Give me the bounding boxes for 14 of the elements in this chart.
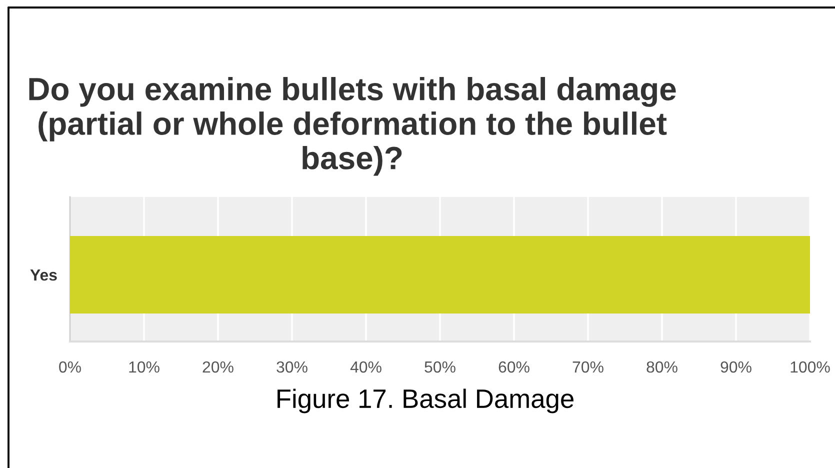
x-tick-label: 0%	[59, 361, 81, 373]
x-tick-label: 10%	[129, 361, 160, 373]
x-tick-label: 50%	[424, 361, 456, 373]
x-tick-label: 40%	[350, 361, 382, 373]
x-tick-label: 100%	[790, 361, 830, 373]
x-tick-label: 30%	[276, 361, 308, 373]
x-tick-label: 70%	[572, 361, 604, 373]
caption: Figure 17. Basal Damage	[278, 388, 574, 414]
x-tick-label: 60%	[498, 361, 530, 373]
x-tick-label: 90%	[720, 361, 752, 373]
x-tick-label: 20%	[202, 361, 234, 373]
x-tick-label: 80%	[646, 361, 678, 373]
y-tick-label: Yes	[30, 270, 57, 281]
chart-title: Do you examine bullets with basal damage (partial or whole deformation to the bullet base)?	[29, 77, 676, 176]
